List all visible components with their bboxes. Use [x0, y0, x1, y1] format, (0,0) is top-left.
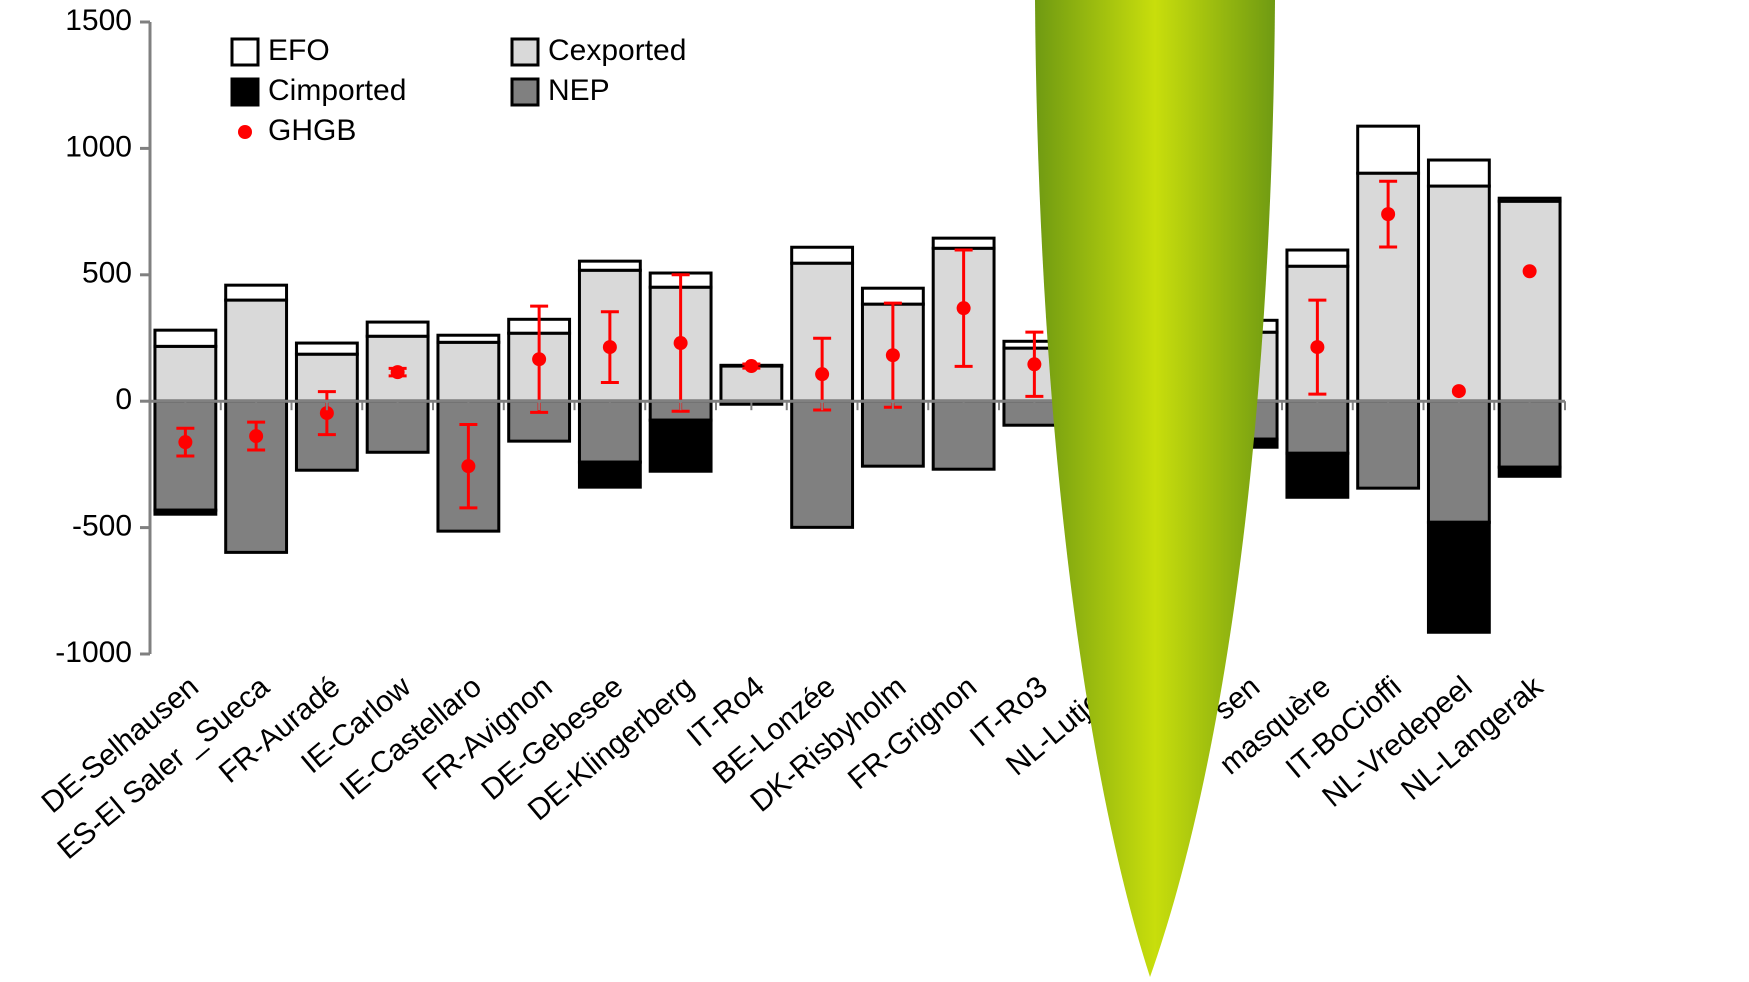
legend-swatch — [230, 37, 260, 67]
bar-segment — [577, 399, 642, 464]
bar-segment — [1497, 199, 1562, 403]
bar-segment — [365, 320, 430, 338]
bar-segment — [931, 399, 996, 471]
y-tick-label: -500 — [72, 510, 132, 543]
bar-segment — [294, 341, 359, 356]
legend-label: EFO — [268, 34, 330, 67]
bar-segment — [1426, 184, 1491, 403]
point — [1381, 207, 1396, 222]
bar-segment — [224, 298, 289, 403]
legend-label: NEP — [548, 74, 610, 107]
point — [673, 336, 688, 351]
bar-segment — [1497, 465, 1562, 478]
bar-segment — [224, 399, 289, 554]
bar-segment — [1356, 124, 1421, 175]
point — [956, 301, 971, 316]
point — [390, 365, 405, 380]
point — [1451, 384, 1466, 399]
bar-segment — [648, 418, 713, 473]
legend-swatch — [510, 77, 540, 107]
bar-segment — [1426, 158, 1491, 188]
point — [602, 340, 617, 355]
point — [1310, 340, 1325, 355]
point — [178, 435, 193, 450]
legend-swatch — [230, 77, 260, 107]
legend-swatch — [510, 37, 540, 67]
legend-label: Cexported — [548, 34, 686, 67]
point — [249, 429, 264, 444]
legend-label: GHGB — [268, 114, 356, 147]
point — [532, 352, 547, 367]
bar-segment — [860, 399, 925, 468]
point — [815, 367, 830, 382]
bar-segment — [1426, 520, 1491, 634]
y-tick-label: 500 — [82, 257, 132, 290]
bar-segment — [1285, 248, 1350, 268]
point — [885, 348, 900, 363]
bar-segment — [436, 333, 501, 344]
bar-segment — [577, 460, 642, 489]
bar-segment — [1497, 399, 1562, 469]
occluding-shape — [1035, 0, 1275, 977]
bar-segment — [790, 399, 855, 529]
bar-segment — [153, 508, 218, 516]
point — [1027, 357, 1042, 372]
bar-segment — [436, 340, 501, 403]
point — [461, 459, 476, 474]
bar-segment — [577, 259, 642, 272]
y-tick-label: 1500 — [65, 4, 132, 37]
bar-segment — [1285, 451, 1350, 499]
point — [1522, 264, 1537, 279]
y-tick-label: -1000 — [55, 636, 132, 669]
bar-segment — [1356, 399, 1421, 490]
bar-segment — [1497, 196, 1562, 203]
bar-segment — [153, 344, 218, 403]
y-tick-label: 0 — [115, 383, 132, 416]
bar-segment — [224, 283, 289, 302]
bar-segment — [931, 236, 996, 250]
legend-label: Cimported — [268, 74, 406, 107]
bar-segment — [790, 245, 855, 265]
legend-marker — [238, 125, 252, 139]
point — [744, 359, 759, 374]
point — [319, 406, 334, 421]
bar-segment — [153, 328, 218, 348]
y-tick-label: 1000 — [65, 130, 132, 163]
bar-segment — [1426, 399, 1491, 524]
